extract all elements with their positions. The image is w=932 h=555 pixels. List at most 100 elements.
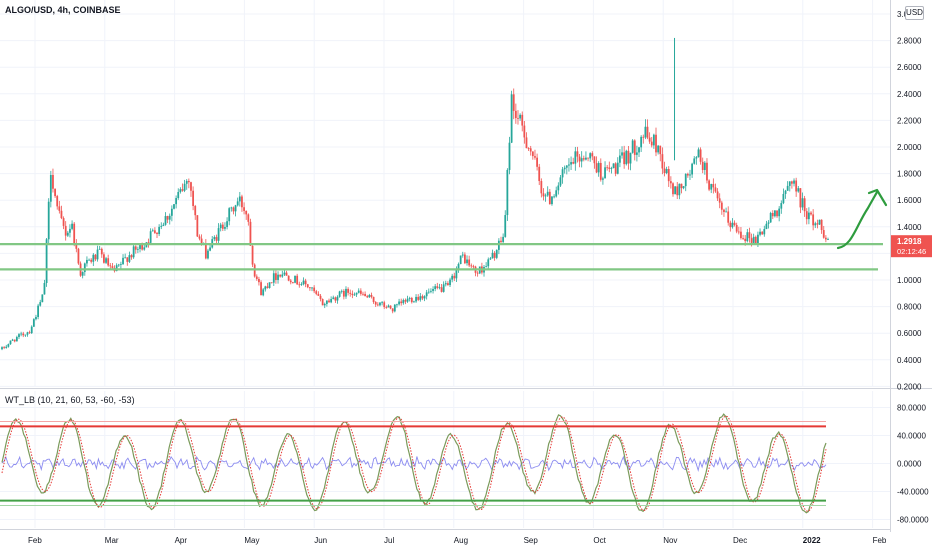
candle-body [219,224,222,229]
candle [714,183,717,193]
candle [657,144,660,155]
candle [635,145,638,162]
candle [41,294,44,303]
candle [718,193,721,209]
candle-body [136,248,139,250]
candle [795,177,798,197]
candle-body [442,284,445,292]
time-tick-label: 2022 [803,536,821,545]
candle [521,111,524,132]
candle [589,152,592,162]
price-tick-label: 0.2000 [897,382,922,391]
candle-body [544,195,547,197]
candle-body [565,165,568,168]
candle-body [230,207,233,209]
candle-body [75,243,78,249]
last-price-countdown: 02:12:46 [897,247,926,256]
candle-body [279,274,282,277]
indicator-title: WT_LB (10, 21, 60, 53, -60, -53) [5,395,135,405]
osc-tick-label: 40.0000 [897,432,926,441]
candle [54,188,56,198]
candle-body [264,286,267,290]
candle [15,335,18,342]
candle [5,344,8,349]
price-tick-label: 1.6000 [897,196,922,205]
candle [799,188,802,214]
candle [306,283,309,289]
candle-body [591,153,594,157]
candle [355,292,358,297]
candle [279,274,282,278]
arrow-curve [836,190,879,250]
candle [621,146,623,159]
candle-body [521,114,524,126]
candle-body [5,346,8,348]
candle-body [706,162,708,181]
candle [650,136,653,148]
price-tick-label: 2.8000 [897,37,922,46]
candle-body [3,347,6,348]
candle-body [689,174,691,176]
candle-body [557,185,560,191]
candle-body [570,162,572,165]
candle-body [11,339,14,341]
candle-body [26,332,29,335]
candle [376,302,379,307]
candle [173,204,175,210]
wt-blue-line [1,455,827,472]
candle-body [52,174,54,189]
candle-body [629,152,632,164]
currency-badge[interactable]: USD [905,6,924,20]
candle-body [143,247,146,250]
candle-body [572,162,575,164]
candle [725,207,727,213]
candle [255,274,258,281]
candle-body [359,290,362,294]
candle-body [585,157,587,160]
candle [752,233,755,245]
candle [822,225,825,239]
candle [251,245,254,267]
time-tick-label: Mar [105,536,119,545]
candle-body [822,230,825,238]
candle-body [402,300,405,304]
candle-body [81,272,84,276]
candle-body [345,288,347,297]
candle [669,176,672,189]
candle [680,183,683,194]
osc-tick-label: 80.0000 [897,404,926,413]
candle-body [311,287,313,289]
candle-body [461,254,464,256]
candle-body [24,334,27,336]
candle [519,113,522,121]
candle-body [512,94,515,111]
candle-body [425,292,428,297]
candle-body [733,222,736,225]
candle-body [419,296,422,300]
candle [652,133,655,149]
candle [442,281,445,293]
candle [136,246,139,254]
candle-body [35,317,37,320]
candle-body [323,303,326,306]
candle [565,165,568,175]
candle-body [746,232,749,242]
candle [659,145,662,162]
candle [807,207,810,225]
candle-body [487,259,490,267]
candle-body [776,210,778,217]
candle-body [708,180,710,190]
candle-body [519,114,522,119]
candle [540,178,543,198]
candle-body [45,239,48,284]
candle [109,263,112,269]
candle [323,302,326,309]
candle [723,208,725,217]
candle-body [398,301,400,305]
candle-body [160,225,163,227]
candle [158,224,161,237]
candle-body [393,304,396,312]
candle [298,281,301,288]
